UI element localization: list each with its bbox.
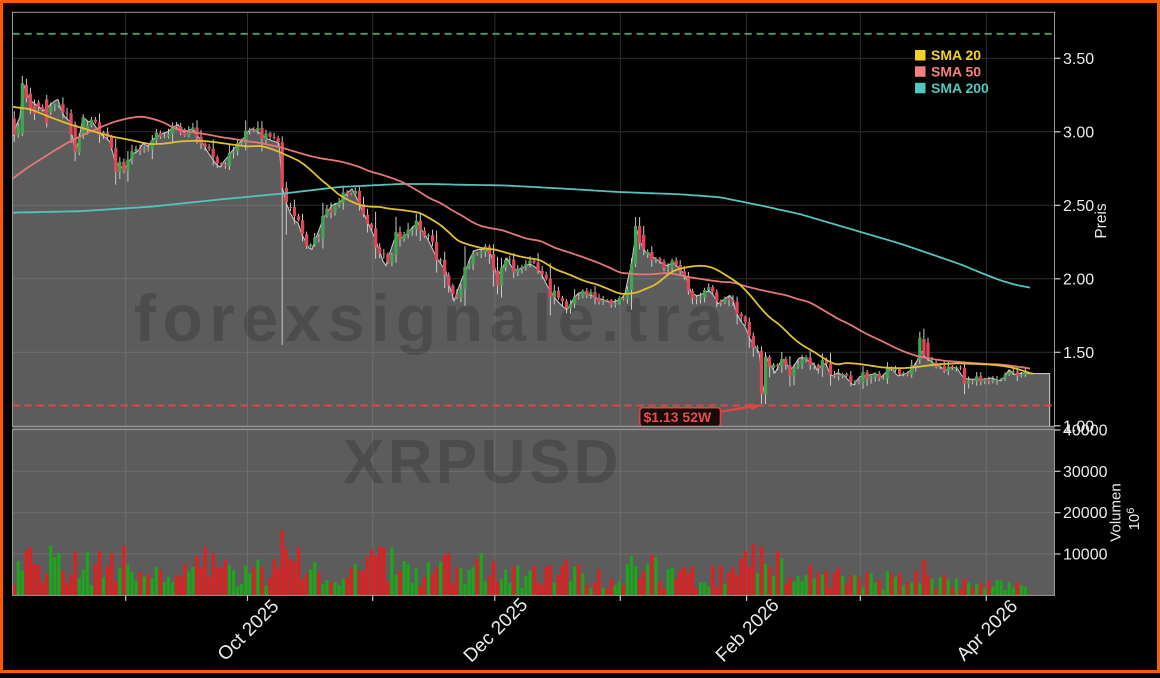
svg-text:Preis: Preis <box>1093 203 1110 239</box>
svg-text:10000: 10000 <box>1063 547 1108 564</box>
svg-text:Volumen: Volumen <box>1108 483 1125 541</box>
svg-text:SMA 200: SMA 200 <box>931 80 989 96</box>
svg-text:40000: 40000 <box>1063 423 1108 440</box>
svg-text:SMA 50: SMA 50 <box>931 63 981 79</box>
svg-text:2.00: 2.00 <box>1063 271 1094 288</box>
svg-text:3.50: 3.50 <box>1063 51 1094 68</box>
svg-text:1.00: 1.00 <box>1063 418 1094 435</box>
svg-text:3.00: 3.00 <box>1063 124 1094 141</box>
svg-text:2.50: 2.50 <box>1063 198 1094 215</box>
svg-text:XRPUSD: XRPUSD <box>343 428 622 497</box>
svg-text:$1.13 52W: $1.13 52W <box>644 409 712 425</box>
svg-text:30000: 30000 <box>1063 464 1108 481</box>
svg-text:SMA 20: SMA 20 <box>931 47 981 63</box>
svg-text:20000: 20000 <box>1063 505 1108 522</box>
svg-text:1.50: 1.50 <box>1063 345 1094 362</box>
